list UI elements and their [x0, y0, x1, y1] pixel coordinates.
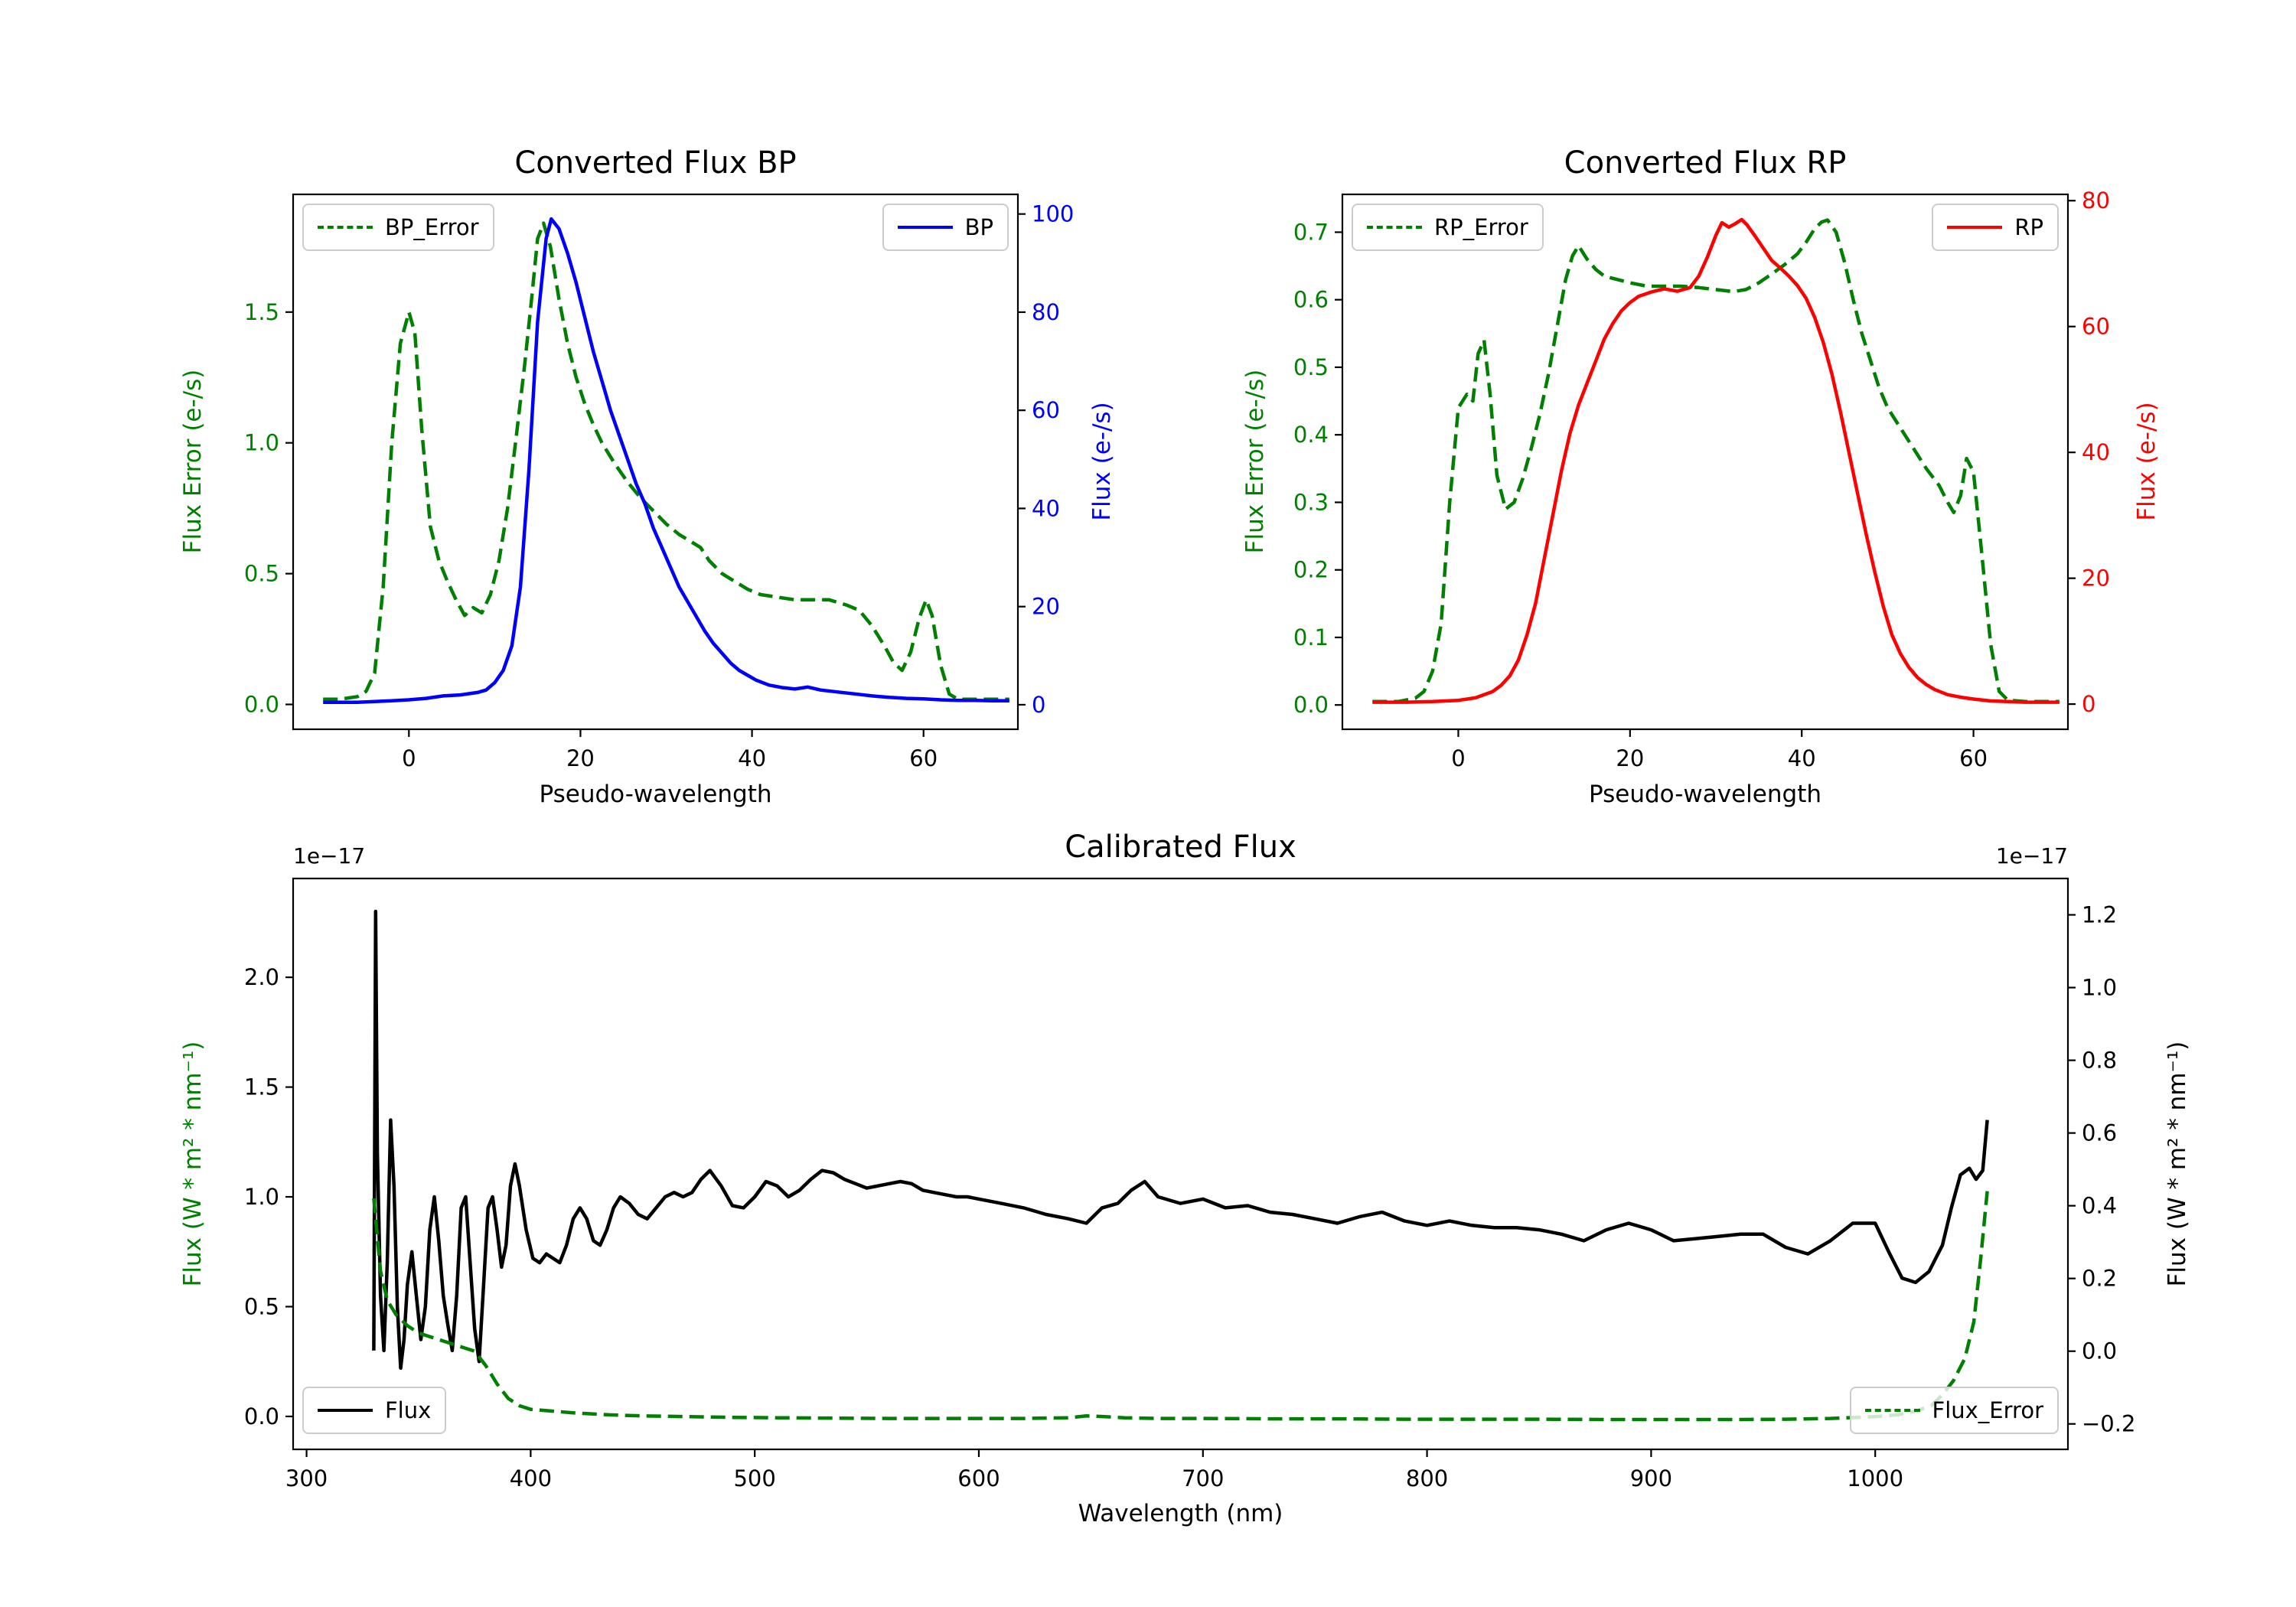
- y-tick-label-right: 20: [2082, 566, 2110, 592]
- calibrated-flux-chart-title: Calibrated Flux: [1065, 830, 1296, 865]
- flux-error-legend: Flux_Error: [1849, 1387, 2059, 1434]
- rp-error-legend-line-icon: [1367, 226, 1422, 229]
- rp-legend-line-icon: [1947, 226, 2003, 229]
- rp-xaxis-label: Pseudo-wavelength: [1588, 781, 1821, 808]
- bp-legend-label: BP: [964, 214, 993, 240]
- x-tick-label: 0: [1451, 745, 1465, 771]
- y-tick-label-right: 0.4: [2082, 1193, 2117, 1219]
- y-tick-label-right: 80: [1032, 299, 1060, 325]
- y-tick-label-left: 1.0: [244, 1184, 279, 1210]
- y-tick-label-right: 0.0: [2082, 1338, 2117, 1364]
- x-tick-label: 1000: [1847, 1465, 1903, 1491]
- rp-legend-label: RP: [2014, 214, 2043, 240]
- series-line-bp_error: [323, 221, 1009, 701]
- series-line-flux: [372, 909, 1989, 1371]
- flux-legend: Flux: [302, 1387, 447, 1434]
- y-tick-label-left: 0.0: [244, 692, 279, 718]
- axes-frame: [292, 877, 2069, 1451]
- x-tick-label: 40: [738, 745, 766, 771]
- x-tick-label: 60: [1959, 745, 1988, 771]
- series-line-rp_error: [1372, 218, 2060, 704]
- x-tick-label: 700: [1182, 1465, 1224, 1491]
- right-axis-offset-text: 1e−17: [1995, 843, 2068, 869]
- x-tick-label: 600: [957, 1465, 1000, 1491]
- y-tick-label-left: 0.7: [1293, 219, 1329, 245]
- y-tick-label-left: 0.2: [1293, 557, 1329, 583]
- x-tick-label: 60: [909, 745, 938, 771]
- x-tick-label: 40: [1788, 745, 1816, 771]
- rp-right-yaxis-label: Flux (e-/s): [2133, 402, 2161, 521]
- series-line-rp: [1372, 217, 2060, 704]
- x-tick-label: 400: [510, 1465, 552, 1491]
- x-tick-label: 20: [1616, 745, 1644, 771]
- bp-error-legend: BP_Error: [302, 204, 494, 251]
- y-tick-label-right: 100: [1032, 201, 1074, 227]
- rp-legend: RP: [1932, 204, 2059, 251]
- y-tick-label-left: 1.5: [244, 299, 279, 325]
- flux-legend-label: Flux: [385, 1397, 432, 1423]
- y-tick-label-left: 0.1: [1293, 624, 1329, 650]
- y-tick-label-right: 40: [2082, 439, 2110, 465]
- series-line-flux_error: [372, 1191, 1989, 1422]
- y-tick-label-right: 40: [1032, 495, 1060, 521]
- y-tick-label-right: 1.2: [2082, 902, 2117, 928]
- y-tick-label-left: 0.0: [244, 1403, 279, 1429]
- y-tick-label-left: 1.0: [244, 430, 279, 456]
- bp-error-legend-line-icon: [318, 226, 373, 229]
- flux-error-legend-line-icon: [1864, 1409, 1920, 1412]
- flux-left-yaxis-label: Flux (W * m² * nm⁻¹): [179, 1041, 207, 1287]
- y-tick-label-right: 0.8: [2082, 1048, 2117, 1074]
- series-line-bp: [323, 217, 1009, 704]
- y-tick-label-right: 0.6: [2082, 1120, 2117, 1146]
- flux-legend-line-icon: [318, 1409, 373, 1412]
- y-tick-label-right: 60: [2082, 314, 2110, 340]
- y-tick-label-right: 60: [1032, 397, 1060, 423]
- y-tick-label-left: 0.4: [1293, 422, 1329, 448]
- bp-legend-line-icon: [897, 226, 953, 229]
- x-tick-label: 900: [1630, 1465, 1672, 1491]
- x-tick-label: 300: [285, 1465, 328, 1491]
- axes-frame: [1341, 193, 2069, 731]
- bp-chart-title: Converted Flux BP: [514, 145, 797, 181]
- y-tick-label-left: 1.5: [244, 1074, 279, 1100]
- y-tick-label-right: 0: [2082, 691, 2095, 717]
- y-tick-label-right: −0.2: [2082, 1411, 2135, 1437]
- bp-xaxis-label: Pseudo-wavelength: [539, 781, 772, 808]
- axes-frame: [292, 193, 1019, 731]
- y-tick-label-left: 0.3: [1293, 489, 1329, 515]
- flux-error-legend-label: Flux_Error: [1932, 1397, 2043, 1423]
- y-tick-label-left: 0.0: [1293, 692, 1329, 718]
- rp-chart-title: Converted Flux RP: [1564, 145, 1847, 181]
- y-tick-label-left: 2.0: [244, 964, 279, 990]
- left-axis-offset-text: 1e−17: [293, 843, 366, 869]
- x-tick-label: 0: [402, 745, 416, 771]
- y-tick-label-left: 0.5: [244, 561, 279, 587]
- x-tick-label: 20: [566, 745, 595, 771]
- y-tick-label-right: 80: [2082, 187, 2110, 214]
- rp-error-legend-label: RP_Error: [1434, 214, 1528, 240]
- bp-error-legend-label: BP_Error: [385, 214, 479, 240]
- y-tick-label-right: 1.0: [2082, 975, 2117, 1001]
- flux-right-yaxis-label: Flux (W * m² * nm⁻¹): [2164, 1041, 2191, 1287]
- bp-left-yaxis-label: Flux Error (e-/s): [179, 369, 207, 554]
- y-tick-label-right: 0: [1032, 692, 1045, 718]
- y-tick-label-left: 0.5: [244, 1294, 279, 1320]
- bp-right-yaxis-label: Flux (e-/s): [1088, 402, 1116, 521]
- y-tick-label-left: 0.6: [1293, 287, 1329, 313]
- rp-error-legend: RP_Error: [1352, 204, 1544, 251]
- y-tick-label-right: 0.2: [2082, 1266, 2117, 1292]
- bp-legend: BP: [882, 204, 1009, 251]
- wavelength-xaxis-label: Wavelength (nm): [1078, 1500, 1283, 1527]
- x-tick-label: 800: [1406, 1465, 1448, 1491]
- y-tick-label-right: 20: [1032, 594, 1060, 620]
- y-tick-label-left: 0.5: [1293, 354, 1329, 380]
- x-tick-label: 500: [733, 1465, 775, 1491]
- rp-left-yaxis-label: Flux Error (e-/s): [1241, 369, 1269, 554]
